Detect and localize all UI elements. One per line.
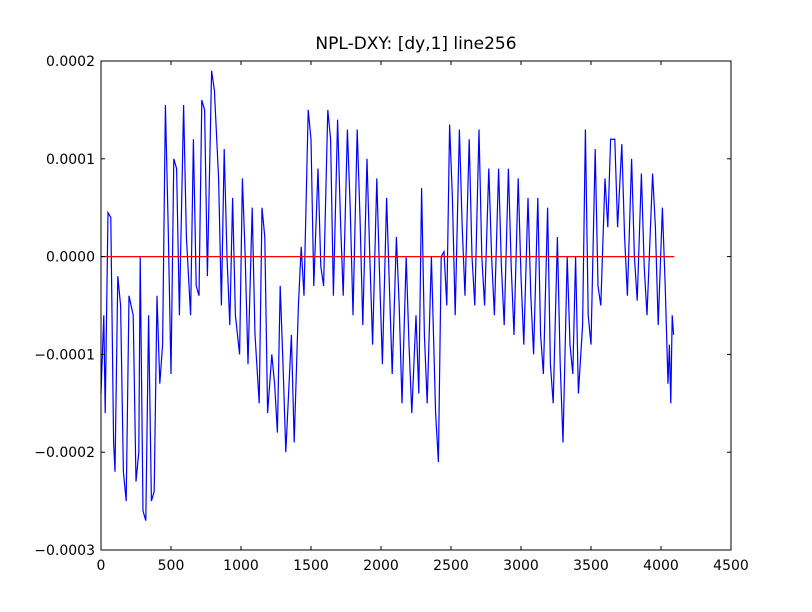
y-tick-label: −0.0001	[34, 347, 95, 363]
x-tick-label: 3500	[573, 558, 609, 574]
x-tick-label: 3000	[503, 558, 539, 574]
x-tick-label: 4000	[643, 558, 679, 574]
y-tick-label: 0.0000	[46, 250, 95, 266]
chart-title: NPL-DXY: [dy,1] line256	[315, 34, 516, 54]
x-tick-label: 2500	[433, 558, 469, 574]
x-tick-label: 2000	[363, 558, 399, 574]
x-tick-label: 4500	[713, 558, 749, 574]
x-tick-label: 1500	[293, 558, 329, 574]
x-tick-label: 500	[158, 558, 185, 574]
x-tick-label: 1000	[223, 558, 259, 574]
y-tick-label: −0.0002	[34, 445, 95, 461]
axes-frame	[100, 60, 732, 551]
x-tick-label: 0	[97, 558, 106, 574]
y-tick-label: 0.0001	[46, 152, 95, 168]
data-line	[100, 70, 675, 521]
y-tick-label: −0.0003	[34, 543, 95, 559]
y-tick-label: 0.0002	[46, 54, 95, 70]
